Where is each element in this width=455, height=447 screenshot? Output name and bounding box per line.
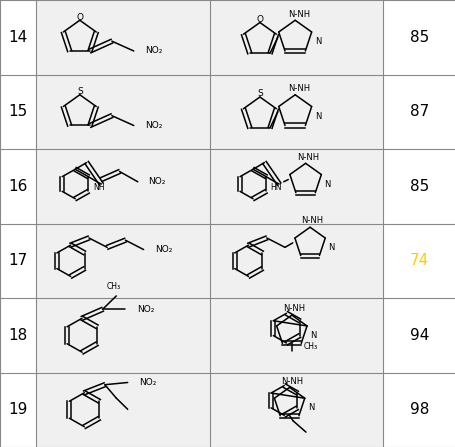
Text: N: N	[307, 403, 313, 412]
Text: 98: 98	[409, 402, 428, 417]
Text: 16: 16	[9, 179, 28, 194]
Text: N-NH: N-NH	[283, 304, 304, 313]
Text: CH₃: CH₃	[303, 342, 317, 351]
Text: 94: 94	[409, 328, 428, 343]
Text: N: N	[314, 37, 320, 46]
Text: HN: HN	[270, 183, 282, 192]
Text: NO₂: NO₂	[145, 121, 162, 130]
Text: 15: 15	[9, 104, 28, 119]
Text: N-NH: N-NH	[296, 152, 318, 161]
Text: O: O	[256, 15, 263, 24]
Text: N-NH: N-NH	[287, 9, 309, 18]
Text: 17: 17	[9, 253, 28, 268]
Text: N-NH: N-NH	[301, 216, 323, 225]
Text: S: S	[77, 87, 82, 96]
FancyBboxPatch shape	[209, 224, 382, 298]
Text: NO₂: NO₂	[139, 378, 156, 387]
Text: NO₂: NO₂	[145, 46, 162, 55]
FancyBboxPatch shape	[36, 149, 209, 224]
FancyBboxPatch shape	[209, 298, 382, 372]
Text: N: N	[309, 331, 316, 340]
Text: 85: 85	[409, 30, 428, 45]
Text: NO₂: NO₂	[136, 305, 154, 314]
Text: N-NH: N-NH	[287, 84, 309, 93]
Text: NO₂: NO₂	[155, 245, 172, 254]
FancyBboxPatch shape	[36, 75, 209, 149]
FancyBboxPatch shape	[209, 372, 382, 447]
FancyBboxPatch shape	[36, 224, 209, 298]
Text: N: N	[324, 180, 330, 189]
FancyBboxPatch shape	[209, 0, 382, 75]
Text: 18: 18	[9, 328, 28, 343]
Text: 14: 14	[9, 30, 28, 45]
Text: CH₃: CH₃	[107, 282, 121, 291]
Text: O: O	[76, 13, 83, 21]
Text: N: N	[328, 243, 334, 252]
Text: 74: 74	[409, 253, 428, 268]
FancyBboxPatch shape	[36, 298, 209, 372]
Text: N-NH: N-NH	[280, 377, 302, 386]
Text: 85: 85	[409, 179, 428, 194]
Text: 87: 87	[409, 104, 428, 119]
Text: 19: 19	[9, 402, 28, 417]
Text: S: S	[257, 89, 262, 98]
Text: NH: NH	[93, 183, 104, 192]
FancyBboxPatch shape	[36, 372, 209, 447]
FancyBboxPatch shape	[209, 75, 382, 149]
Text: NO₂: NO₂	[148, 177, 165, 186]
Text: N: N	[314, 112, 320, 121]
FancyBboxPatch shape	[36, 0, 209, 75]
FancyBboxPatch shape	[209, 149, 382, 224]
